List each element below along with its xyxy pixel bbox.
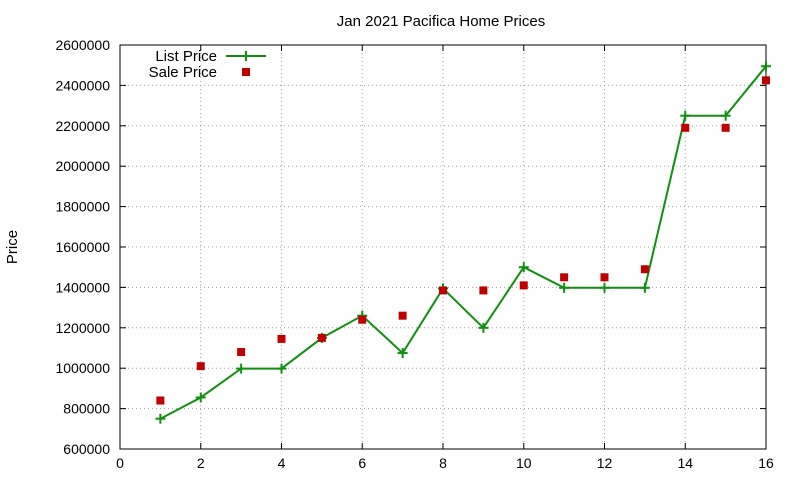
legend-label: Sale Price bbox=[149, 64, 217, 81]
data-point bbox=[721, 123, 730, 132]
series-sale-price bbox=[156, 76, 770, 405]
data-point bbox=[398, 311, 407, 320]
data-point bbox=[236, 363, 247, 374]
x-tick-label: 8 bbox=[439, 455, 447, 471]
data-point bbox=[761, 61, 771, 72]
x-tick-label: 0 bbox=[116, 455, 124, 471]
legend-label: List Price bbox=[155, 48, 217, 65]
series-line bbox=[159, 65, 767, 420]
data-point bbox=[518, 262, 529, 273]
tick-labels: 0 2 4 6 8 10 12 14 16 600000 800000 1000000 1200000 1… bbox=[55, 37, 774, 471]
y-tick-label: 1600000 bbox=[55, 239, 110, 255]
y-tick-label: 1200000 bbox=[55, 320, 110, 336]
data-point bbox=[600, 273, 609, 282]
data-point bbox=[276, 363, 287, 374]
data-point bbox=[196, 362, 205, 371]
y-tick-label: 1400000 bbox=[55, 279, 110, 295]
data-point bbox=[479, 286, 488, 295]
y-tick-label: 800000 bbox=[63, 401, 110, 417]
y-tick-label: 2000000 bbox=[55, 158, 110, 174]
data-point bbox=[277, 334, 286, 343]
data-point bbox=[519, 281, 528, 290]
x-tick-label: 6 bbox=[358, 455, 366, 471]
data-point bbox=[317, 333, 326, 342]
x-tick-label: 12 bbox=[597, 455, 613, 471]
data-point bbox=[681, 123, 690, 132]
x-tick-label: 4 bbox=[278, 455, 286, 471]
grid bbox=[120, 45, 766, 449]
x-tick-label: 10 bbox=[516, 455, 532, 471]
data-point bbox=[680, 110, 691, 121]
data-point bbox=[720, 110, 731, 121]
x-tick-label: 2 bbox=[197, 455, 205, 471]
x-tick-label: 16 bbox=[758, 455, 774, 471]
data-point bbox=[478, 322, 489, 333]
y-tick-label: 2200000 bbox=[55, 118, 110, 134]
y-tick-label: 2400000 bbox=[55, 77, 110, 93]
y-axis-label: Price bbox=[4, 230, 21, 264]
x-tick-label: 14 bbox=[677, 455, 693, 471]
data-point bbox=[599, 282, 610, 293]
data-point bbox=[237, 348, 246, 357]
y-tick-label: 600000 bbox=[63, 441, 110, 457]
data-point bbox=[397, 348, 408, 359]
y-tick-label: 1000000 bbox=[55, 360, 110, 376]
legend-marker bbox=[241, 51, 251, 61]
y-tick-label: 1800000 bbox=[55, 199, 110, 215]
data-point bbox=[640, 265, 649, 274]
data-point bbox=[155, 413, 166, 424]
data-point bbox=[559, 282, 570, 293]
axes bbox=[119, 44, 767, 450]
data-point bbox=[156, 396, 165, 405]
data-point bbox=[762, 76, 770, 85]
data-point bbox=[560, 273, 569, 282]
series-layer bbox=[155, 61, 771, 424]
chart-title: Jan 2021 Pacifica Home Prices bbox=[337, 13, 545, 30]
legend-marker bbox=[242, 68, 250, 76]
data-point bbox=[439, 286, 447, 295]
data-point bbox=[195, 392, 206, 403]
data-point bbox=[358, 315, 367, 324]
data-point bbox=[639, 282, 650, 293]
y-tick-label: 2600000 bbox=[55, 37, 110, 53]
series-list-price bbox=[155, 61, 771, 424]
